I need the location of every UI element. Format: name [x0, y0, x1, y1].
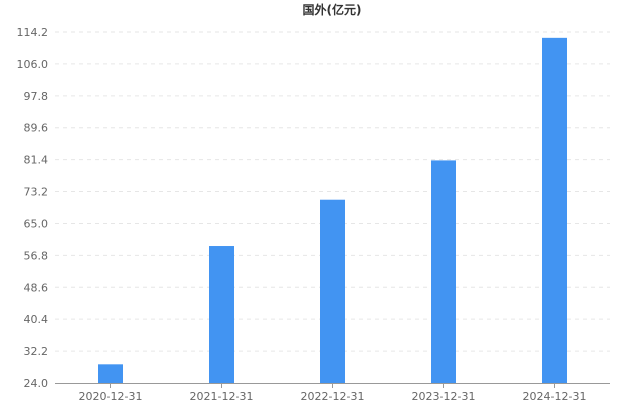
y-tick-label: 65.0: [24, 217, 49, 230]
bar-2022-12-31[interactable]: [320, 199, 345, 383]
x-tick-label: 2023-12-31: [412, 390, 476, 403]
y-tick-label: 56.8: [24, 249, 49, 262]
x-tick-label: 2022-12-31: [301, 390, 365, 403]
bar-2021-12-31[interactable]: [209, 246, 234, 383]
bar-2024-12-31[interactable]: [542, 37, 567, 383]
y-tick-label: 24.0: [24, 377, 49, 390]
y-tick-label: 97.8: [24, 90, 49, 103]
bar-2020-12-31[interactable]: [98, 364, 123, 383]
x-tick-label: 2021-12-31: [190, 390, 254, 403]
bar-2023-12-31[interactable]: [431, 160, 456, 383]
y-tick-label: 114.2: [17, 26, 49, 39]
y-tick-label: 40.4: [24, 313, 49, 326]
chart-title: 国外(亿元): [303, 2, 362, 17]
x-tick-label: 2024-12-31: [523, 390, 587, 403]
y-tick-label: 48.6: [24, 281, 49, 294]
y-tick-label: 73.2: [24, 186, 49, 199]
y-tick-label: 106.0: [17, 58, 49, 71]
y-tick-label: 89.6: [24, 122, 49, 135]
y-tick-label: 81.4: [24, 154, 49, 167]
x-tick-label: 2020-12-31: [79, 390, 143, 403]
y-tick-label: 32.2: [24, 345, 49, 358]
